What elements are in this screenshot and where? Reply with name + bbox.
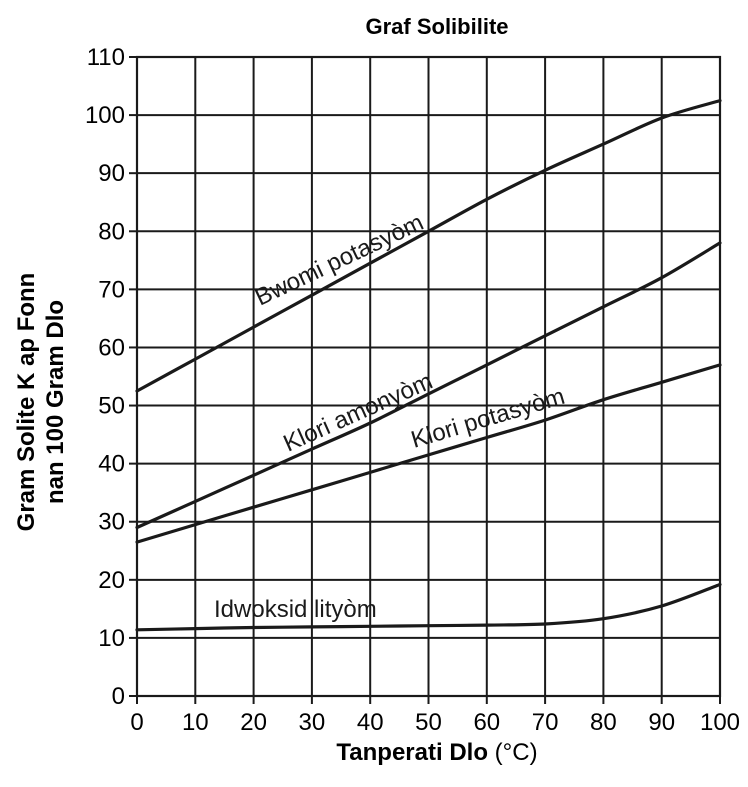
y-tick-label-40: 40 xyxy=(98,451,125,478)
x-axis-label: Tanperati Dlo (°C) xyxy=(336,739,537,766)
x-tick-label-40: 40 xyxy=(357,709,384,736)
y-tick-label-20: 20 xyxy=(98,567,125,594)
y-tick-label-0: 0 xyxy=(112,683,125,710)
series-label-bwomi-potasyom: Bwomi potasyòm xyxy=(251,209,428,312)
y-tick-label-80: 80 xyxy=(98,218,125,245)
x-tick-label-0: 0 xyxy=(130,709,143,736)
axes xyxy=(129,56,721,704)
x-axis-unit: (°C) xyxy=(495,739,538,766)
y-axis-label-line-2: nan 100 Gram Dlo xyxy=(42,300,69,504)
series-line-idwoksid-lityom xyxy=(135,582,722,632)
chart-title: Graf Solibilite xyxy=(365,14,508,39)
tick-labels: 0 10 20 30 40 50 60 70 80 90 100 0 10 20 30 40 50 60 70 80 9… xyxy=(85,44,740,736)
series-line-klori-amonyom xyxy=(135,241,722,530)
y-tick-label-90: 90 xyxy=(98,160,125,187)
y-tick-label-30: 30 xyxy=(98,509,125,536)
series-line-klori-potasyom xyxy=(135,363,722,544)
grid xyxy=(137,57,720,696)
x-tick-label-90: 90 xyxy=(648,709,675,736)
series-label-idwoksid-lityom: Idwoksid lityòm xyxy=(214,596,377,623)
y-axis-label-line-1: Gram Solite K ap Fonn xyxy=(13,273,40,532)
y-tick-label-50: 50 xyxy=(98,393,125,420)
y-tick-label-10: 10 xyxy=(98,625,125,652)
x-tick-label-30: 30 xyxy=(299,709,326,736)
y-tick-label-110: 110 xyxy=(87,44,125,71)
x-tick-label-100: 100 xyxy=(700,709,740,736)
y-tick-label-100: 100 xyxy=(85,102,125,129)
y-tick-label-60: 60 xyxy=(98,334,125,361)
x-tick-label-80: 80 xyxy=(590,709,617,736)
x-tick-label-60: 60 xyxy=(473,709,500,736)
x-tick-label-20: 20 xyxy=(240,709,267,736)
series-line-bwomi-potasyom xyxy=(135,99,722,393)
x-tick-label-10: 10 xyxy=(182,709,209,736)
y-tick-label-70: 70 xyxy=(98,276,125,303)
series-lines xyxy=(135,99,722,632)
x-tick-label-70: 70 xyxy=(532,709,559,736)
x-tick-label-50: 50 xyxy=(415,709,442,736)
